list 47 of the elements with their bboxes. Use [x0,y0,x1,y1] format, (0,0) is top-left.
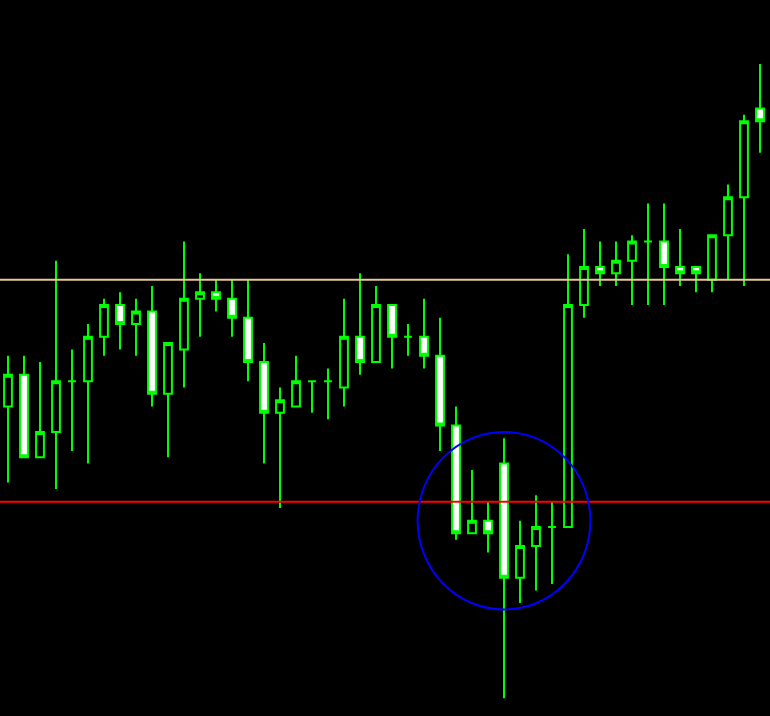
candlestick [179,240,189,389]
candlestick [419,297,429,370]
candlestick [467,468,477,535]
candlestick [691,266,701,294]
candlestick [627,234,637,307]
candlestick [291,354,301,408]
candlestick [307,380,317,414]
candlestick [323,367,333,421]
candlestick [195,272,205,338]
candlestick [147,285,157,408]
candlestick [675,227,685,288]
candlestick [451,405,461,541]
candlestick [163,342,173,459]
candlestick [275,386,285,509]
candlestick [387,304,397,370]
candlestick [83,323,93,465]
candlestick [515,519,525,605]
candlestick [547,500,557,586]
candlestick [355,272,365,376]
candlestick [435,316,445,452]
candlestick [339,297,349,408]
candlestick [211,278,221,313]
candlestick [115,291,125,351]
candlestick [563,253,573,529]
candlestick [707,234,717,294]
candlestick [243,278,253,383]
candlestick [67,348,77,452]
candlestick [99,297,109,357]
candlestick [739,113,749,288]
candlestick [659,202,669,307]
candlestick [35,361,45,459]
candlestick [579,227,589,319]
candlestick [611,240,621,288]
candlestick [371,285,381,364]
candlestick [723,183,733,281]
candlestick [643,202,653,307]
candlestick [403,323,413,357]
candlestick [595,240,605,288]
candlestick [227,278,237,338]
candlestick [19,354,29,459]
candlestick [531,494,541,592]
candlestick [483,500,493,554]
candlestick [259,342,269,465]
candlestick [51,259,61,490]
candlestick [499,437,509,700]
candlestick [755,63,765,154]
candlestick [131,297,141,357]
